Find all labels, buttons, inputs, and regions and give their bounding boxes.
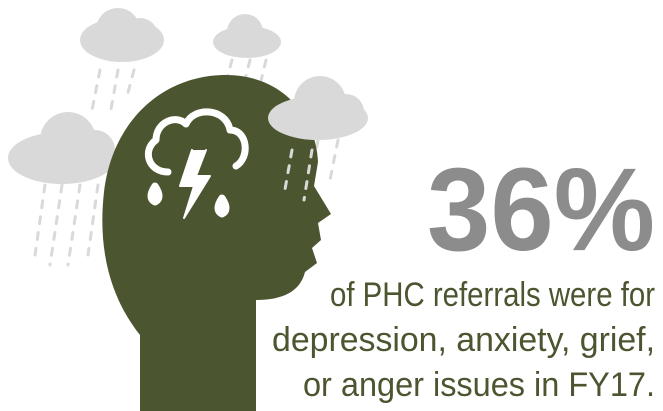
cloud: [80, 8, 164, 62]
caption-line: of PHC referrals were for: [330, 276, 655, 314]
cloud: [8, 112, 116, 184]
caption-line: depression, anxiety, grief,: [272, 321, 655, 359]
infographic: 36% of PHC referrals were for depression…: [0, 0, 663, 411]
cloud: [213, 14, 281, 58]
caption-line: or anger issues in FY17.: [303, 366, 655, 404]
cloud: [268, 76, 368, 140]
stat: 36%: [427, 144, 655, 276]
